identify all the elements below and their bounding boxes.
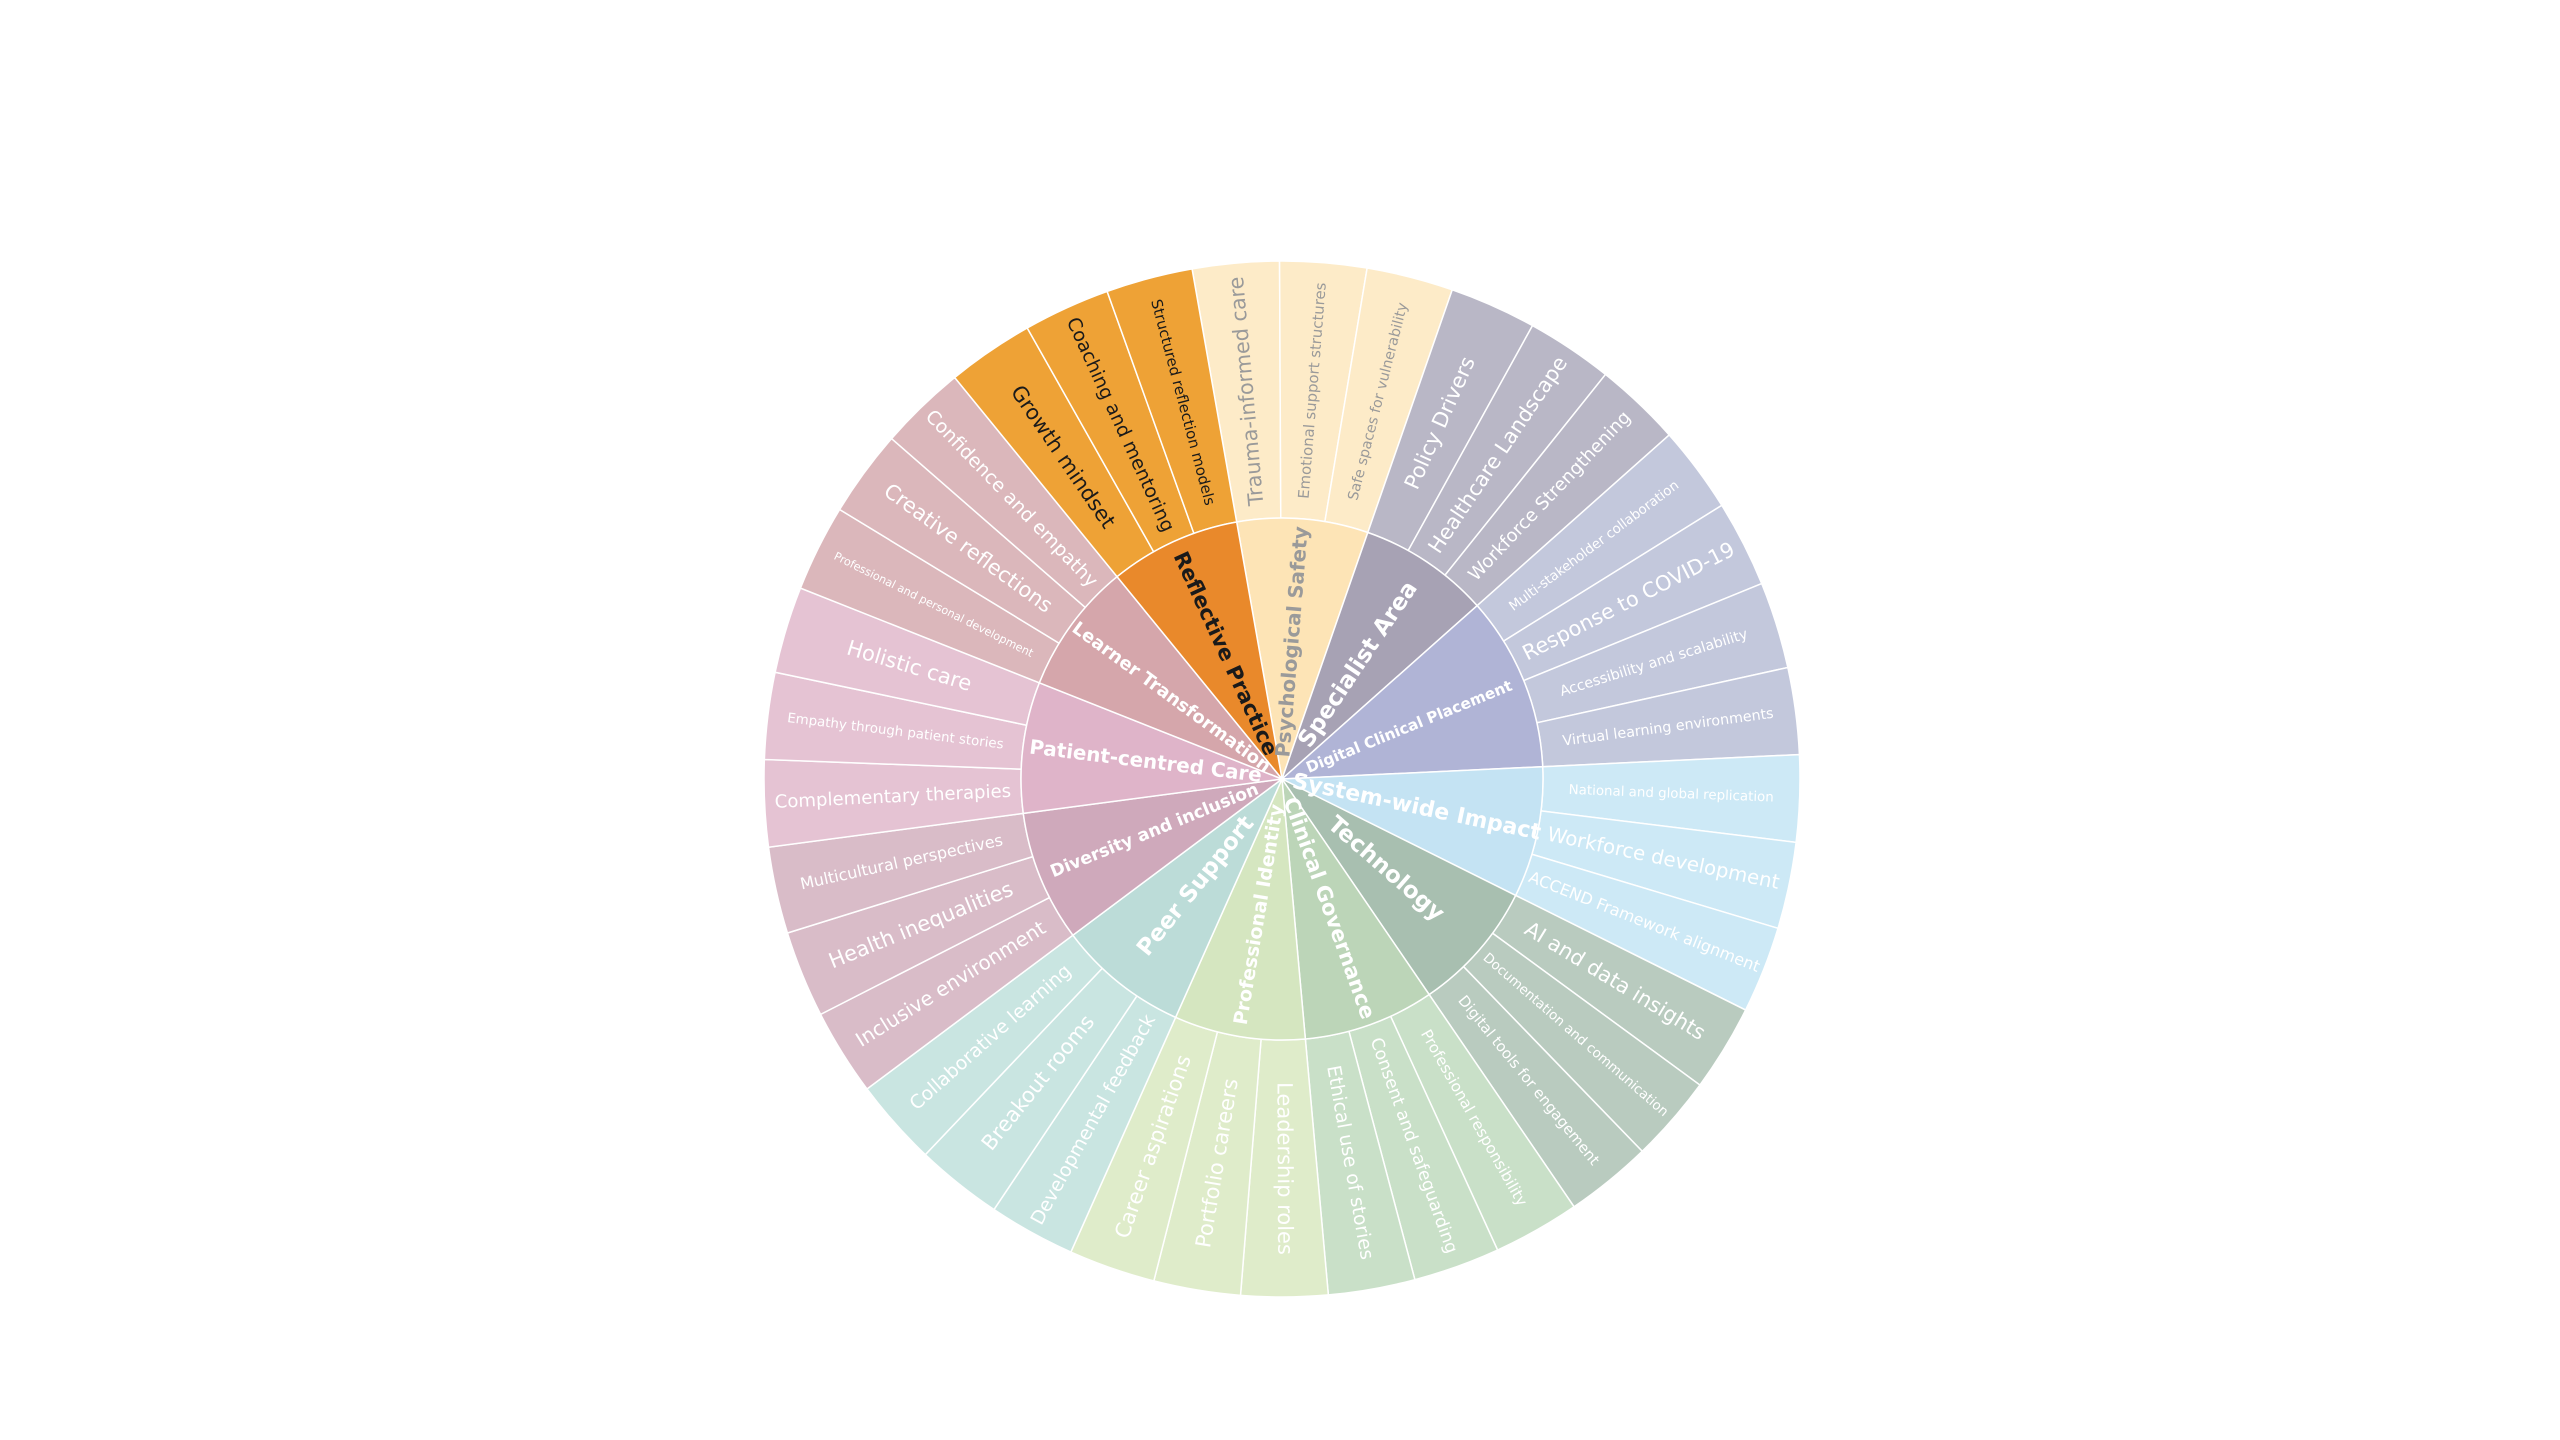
category-segment <box>1174 776 1307 1041</box>
leaf-label: Leadership roles <box>1272 1082 1297 1255</box>
category-segment <box>1279 777 1517 996</box>
category-segment <box>1279 765 1544 897</box>
category-segment <box>1280 776 1431 1040</box>
category-segment <box>1280 531 1479 782</box>
category-segment <box>1116 521 1284 782</box>
category-segment <box>1279 604 1544 780</box>
category-segment <box>1038 575 1285 781</box>
category-segment <box>1020 681 1285 815</box>
category-segment <box>1022 777 1285 937</box>
category-segment <box>1235 517 1369 782</box>
category-segment <box>1071 776 1284 1019</box>
